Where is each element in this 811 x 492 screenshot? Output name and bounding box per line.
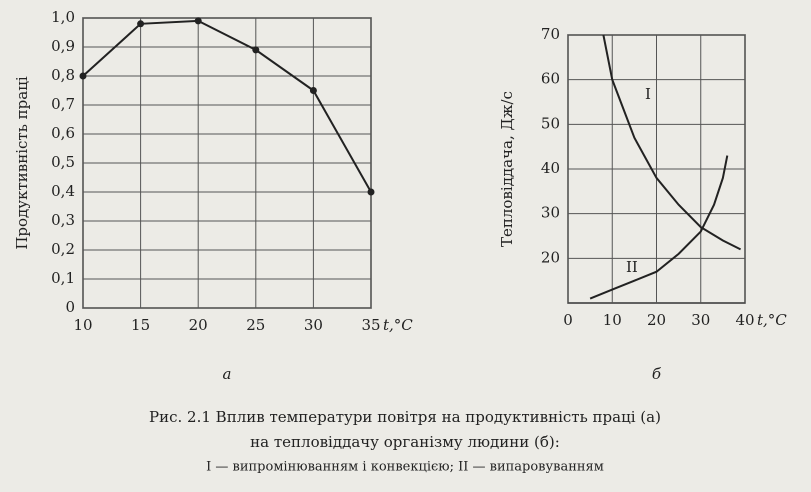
data-point	[194, 17, 202, 25]
subtitle: а	[223, 365, 232, 383]
y-tick-label: 60	[541, 70, 560, 88]
y-axis-label: Продуктивність праці	[13, 76, 31, 250]
y-tick-label: 0	[65, 298, 75, 316]
x-tick-label: 30	[691, 311, 710, 329]
y-tick-label: 30	[541, 204, 560, 222]
y-tick-label: 0,6	[51, 124, 75, 142]
y-tick-label: 0,3	[51, 211, 75, 229]
subtitle: б	[652, 365, 662, 383]
data-line	[82, 19, 372, 193]
y-tick-label: 40	[541, 159, 560, 177]
data-point	[137, 20, 145, 28]
series-label: II	[626, 258, 638, 276]
caption: I — випромінюванням і конвекцією; II — в…	[206, 460, 604, 475]
x-tick-label: 40	[735, 311, 754, 329]
x-tick-label: 10	[603, 311, 622, 329]
x-tick-label: 20	[189, 316, 208, 334]
y-tick-label: 0,9	[51, 37, 75, 55]
y-tick-label: 0,4	[51, 182, 75, 200]
data-line	[589, 155, 729, 300]
y-tick-label: 1,0	[51, 8, 75, 26]
y-tick-label: 0,8	[51, 66, 75, 84]
y-tick-label: 0,7	[51, 95, 75, 113]
x-tick-label: 30	[304, 316, 323, 334]
x-tick-label: 20	[647, 311, 666, 329]
data-point	[309, 87, 317, 94]
series-label: I	[645, 85, 651, 103]
x-tick-label: 25	[246, 316, 265, 334]
x-tick-label: 15	[131, 316, 150, 334]
y-tick-label: 0,5	[51, 153, 75, 171]
y-tick-label: 20	[541, 248, 560, 266]
x-tick-label: 35	[361, 316, 380, 334]
y-tick-label: 50	[541, 114, 560, 132]
data-point	[252, 46, 260, 54]
y-tick-label: 0,1	[51, 269, 75, 287]
data-line	[602, 34, 742, 251]
x-axis-label: t,°C	[757, 311, 787, 329]
caption: на тепловіддачу організму людини (б):	[250, 433, 560, 451]
y-axis-label: Тепловіддача, Дж/с	[498, 91, 516, 247]
y-tick-label: 0,2	[51, 240, 75, 258]
x-tick-label: 10	[73, 316, 92, 334]
x-tick-label: 0	[563, 311, 573, 329]
caption: Рис. 2.1 Вплив температури повітря на пр…	[149, 408, 661, 426]
data-point	[367, 188, 375, 196]
y-tick-label: 70	[541, 25, 560, 43]
x-axis-label: t,°C	[383, 316, 413, 334]
data-point	[79, 72, 87, 80]
